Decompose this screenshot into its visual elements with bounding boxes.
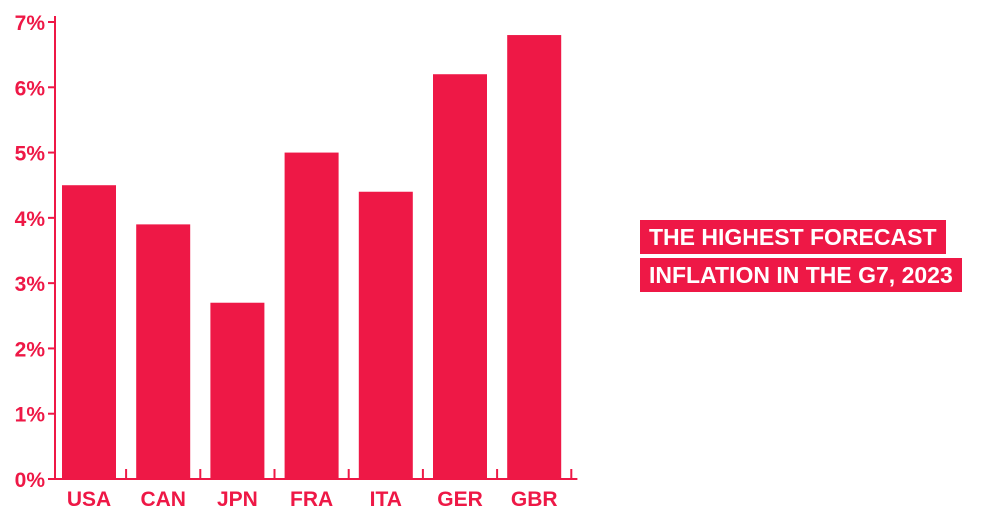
- x-tick-label-ger: GER: [437, 488, 483, 511]
- bar-gbr: [507, 35, 562, 480]
- x-tick-label-can: CAN: [140, 488, 186, 511]
- x-tick-label-gbr: GBR: [511, 488, 558, 511]
- y-tick-label: 0%: [15, 469, 46, 492]
- bar-usa: [62, 185, 116, 479]
- bar-fra: [284, 152, 339, 480]
- x-tick-label-fra: FRA: [290, 488, 333, 511]
- chart-title: THE HIGHEST FORECAST INFLATION IN THE G7…: [640, 220, 962, 292]
- chart-title-line-2: INFLATION IN THE G7, 2023: [640, 258, 962, 292]
- y-tick-label: 6%: [15, 77, 46, 100]
- y-tick-label: 2%: [15, 338, 46, 361]
- x-tick-label-jpn: JPN: [217, 488, 258, 511]
- chart-title-line-1: THE HIGHEST FORECAST: [640, 220, 946, 254]
- bar-jpn: [210, 302, 265, 479]
- y-tick-label: 5%: [15, 143, 46, 166]
- x-tick-label-ita: ITA: [370, 488, 402, 511]
- y-axis: 0% 1% 2% 3% 4% 5% 6% 7%: [15, 12, 56, 492]
- bar-can: [136, 224, 191, 479]
- y-tick-label: 3%: [15, 273, 46, 296]
- bars: [62, 35, 562, 480]
- y-tick-label: 7%: [15, 12, 46, 35]
- bar-ger: [433, 74, 487, 479]
- y-tick-label: 1%: [15, 404, 46, 427]
- y-tick-label: 4%: [15, 208, 46, 231]
- bar-ita: [358, 191, 413, 479]
- x-tick-label-usa: USA: [67, 488, 111, 511]
